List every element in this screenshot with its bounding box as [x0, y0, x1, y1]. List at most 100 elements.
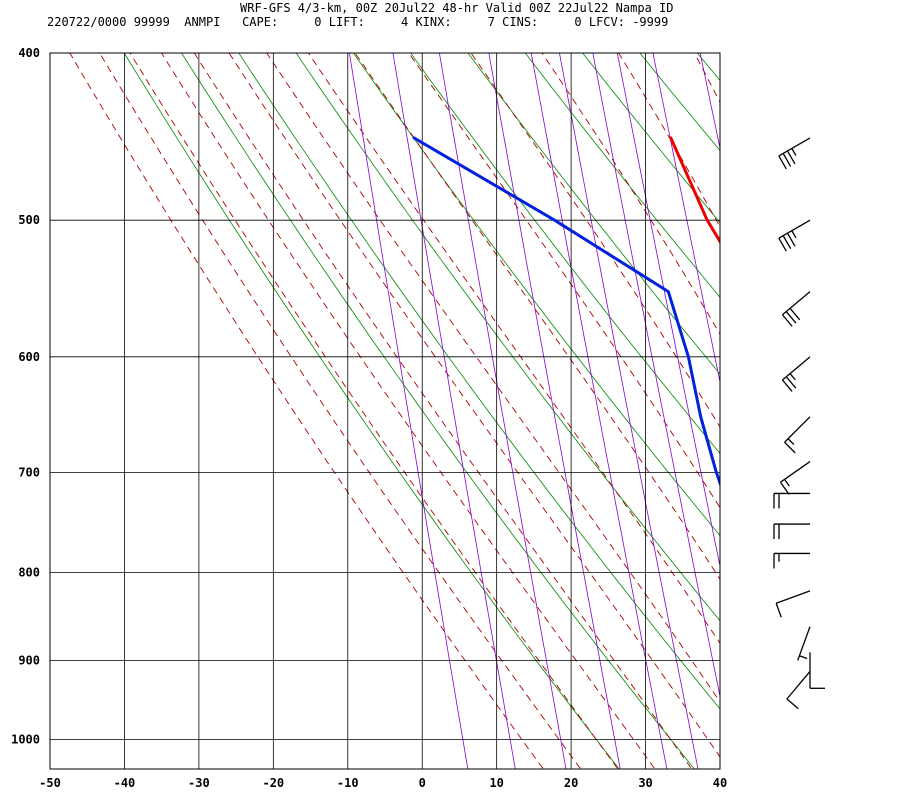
wind-barb-staff	[778, 137, 811, 157]
dry-adiabat-line	[852, 0, 900, 797]
wind-barb-flag	[781, 379, 793, 392]
mixing-ratio-line	[592, 53, 720, 699]
wind-barb-flag	[779, 481, 790, 495]
x-tick-label: -50	[39, 776, 61, 790]
x-tick-label: -20	[262, 776, 284, 790]
y-tick-label: 900	[18, 654, 40, 668]
y-tick-label: 600	[18, 350, 40, 364]
wind-barb	[773, 523, 810, 540]
wind-barb	[786, 670, 811, 710]
dry-adiabat-line	[295, 53, 720, 622]
mixing-ratio-line	[778, 0, 900, 797]
x-tick-label: 0	[419, 776, 426, 790]
moist-adiabat-line	[767, 0, 900, 797]
dry-adiabat-line	[524, 53, 720, 298]
dry-adiabat-line	[352, 53, 720, 537]
dry-adiabat-line	[689, 0, 900, 797]
mixing-ratio-line	[348, 53, 469, 769]
x-tick-label: -40	[114, 776, 136, 790]
moist-adiabat-line	[99, 53, 582, 769]
mixing-ratio-line	[737, 0, 900, 797]
wind-barb-flag	[784, 441, 796, 454]
mixing-ratio-line	[883, 0, 900, 797]
y-tick-label: 800	[18, 565, 40, 579]
wind-barb	[809, 652, 825, 689]
x-tick-label: 10	[489, 776, 503, 790]
wind-barbs	[773, 137, 825, 710]
sounding-traces	[412, 136, 720, 488]
wind-barb-half-flag	[791, 230, 797, 239]
wind-barb-half-flag	[789, 373, 796, 381]
dry-adiabat-line	[582, 53, 720, 224]
wind-barb-flag	[785, 376, 797, 389]
wind-barb	[784, 416, 811, 454]
chart-subtitle: 220722/0000 99999 ANMPI CAPE: 0 LIFT: 4 …	[47, 15, 669, 29]
wind-barb-half-flag	[791, 148, 797, 156]
mixing-ratio-line	[559, 53, 699, 769]
moist-adiabat-line	[266, 53, 720, 703]
wind-barb-flag	[786, 232, 796, 247]
moist-adiabat-line	[881, 0, 900, 797]
wind-barb-flag	[785, 311, 797, 324]
grid-lines	[50, 53, 720, 769]
y-tick-label: 700	[18, 465, 40, 479]
dewpoint-trace	[412, 136, 720, 488]
wind-barb	[773, 552, 810, 569]
wind-barb	[781, 291, 811, 327]
wind-barb	[773, 492, 810, 509]
wind-barb-staff	[782, 356, 811, 381]
y-tick-label: 500	[18, 213, 40, 227]
wind-barb-flag	[782, 235, 792, 250]
moist-adiabat-line	[618, 53, 720, 228]
moist-adiabat-line	[193, 53, 693, 769]
wind-barb-staff	[782, 291, 811, 316]
wind-barb-flag	[782, 153, 792, 167]
mixing-ratio-line	[652, 53, 720, 384]
x-tick-label: 30	[638, 776, 652, 790]
moist-adiabat-line	[408, 53, 720, 509]
wind-barb	[775, 590, 811, 618]
wind-barb	[778, 219, 811, 252]
mixing-ratio-lines	[348, 0, 900, 797]
wind-barb	[778, 137, 811, 170]
dry-adiabat-line	[696, 53, 720, 82]
mixing-ratio-line	[392, 53, 516, 769]
wind-barb-half-flag	[784, 478, 790, 487]
dry-adiabat-line	[467, 53, 720, 375]
wind-barb-staff	[797, 626, 811, 661]
mixing-ratio-line	[844, 0, 900, 797]
dry-adiabat-line	[743, 0, 900, 797]
moist-adiabat-line	[228, 53, 720, 758]
dry-adiabat-line	[797, 0, 900, 797]
mixing-ratio-line	[616, 53, 720, 568]
wind-barb-flag	[786, 150, 796, 165]
wind-barb-staff	[786, 670, 811, 700]
moist-adiabat-line	[354, 53, 720, 580]
mixing-ratio-line	[488, 53, 621, 769]
wind-barb-flag	[789, 307, 801, 321]
dry-adiabat-line	[639, 53, 720, 152]
wind-barb-staff	[780, 461, 811, 483]
wind-barb-flag	[775, 602, 782, 618]
y-tick-labels: 400 500 600 700 800 900 1000	[11, 46, 40, 747]
dry-adiabat-line	[238, 53, 720, 710]
wind-barb-half-flag	[787, 438, 795, 446]
x-tick-label: 20	[564, 776, 578, 790]
moist-adiabat-line	[541, 53, 720, 336]
moist-adiabat-line	[828, 0, 900, 797]
moist-adiabat-line	[307, 53, 720, 645]
wind-barb-staff	[784, 416, 811, 443]
dry-adiabat-line	[123, 53, 620, 769]
wind-barb	[797, 626, 811, 661]
moist-adiabat-line	[697, 0, 900, 797]
wind-barb-staff	[778, 219, 811, 239]
mixing-ratio-line	[530, 53, 668, 769]
x-tick-label: -30	[188, 776, 210, 790]
x-tick-label: 40	[713, 776, 727, 790]
wind-barb-flag	[778, 155, 787, 170]
plot-frame	[49, 52, 721, 770]
dry-adiabat-line	[181, 53, 695, 769]
mixing-ratio-line	[808, 0, 900, 797]
y-tick-label: 1000	[11, 733, 40, 747]
